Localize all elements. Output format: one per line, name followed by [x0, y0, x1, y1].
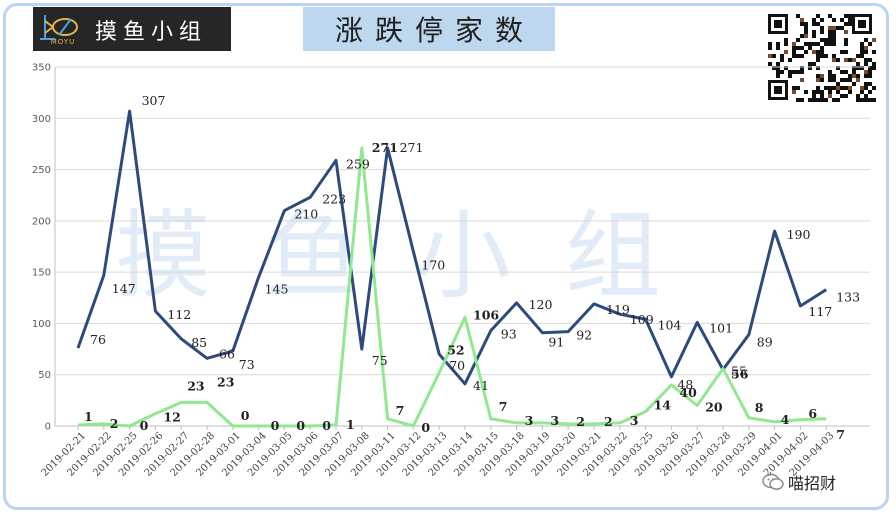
data-label: 210: [294, 207, 318, 222]
data-label: 14: [654, 398, 672, 413]
data-label: 3: [550, 413, 559, 428]
data-label: 7: [396, 403, 405, 418]
data-label: 133: [836, 290, 860, 305]
data-label: 48: [677, 377, 693, 392]
data-label: 109: [630, 312, 654, 327]
data-label: 2: [110, 416, 119, 431]
chart-title: 涨跌停家数: [334, 14, 535, 47]
data-label: 52: [447, 343, 464, 358]
data-label: 170: [421, 258, 445, 273]
y-tick-label: 150: [32, 268, 51, 279]
data-label: 0: [140, 418, 149, 433]
data-label: 223: [322, 191, 346, 206]
series-line-limit-up: [76, 109, 828, 386]
data-label: 20: [705, 399, 723, 414]
title-box: 涨跌停家数: [303, 7, 555, 51]
data-label: 112: [167, 307, 191, 322]
data-label: 271: [400, 140, 424, 155]
data-label: 120: [529, 297, 553, 312]
y-tick-label: 100: [32, 319, 51, 330]
data-label: 101: [709, 320, 733, 335]
data-label: 106: [473, 307, 499, 322]
y-tick-label: 0: [45, 422, 51, 433]
data-label: 104: [658, 317, 682, 332]
data-label: 7: [499, 399, 508, 414]
y-tick-label: 200: [32, 216, 51, 227]
data-label: 190: [787, 227, 811, 242]
data-label: 1: [346, 417, 355, 432]
data-label: 56: [731, 367, 749, 382]
data-label: 23: [187, 378, 204, 393]
logo-subtitle: MOYU: [50, 38, 76, 46]
data-label: 0: [322, 418, 331, 433]
qr-code-icon: [766, 12, 876, 104]
data-label: 2: [576, 414, 585, 429]
y-tick-label: 300: [32, 114, 51, 125]
data-label: 259: [346, 156, 370, 171]
data-label: 76: [90, 332, 106, 347]
credit: 喵招财: [762, 470, 836, 494]
data-label: 12: [163, 410, 180, 425]
data-label: 89: [757, 335, 773, 350]
data-label: 85: [191, 335, 207, 350]
data-label: 6: [808, 406, 817, 421]
data-label: 40: [679, 385, 697, 400]
data-label: 119: [606, 302, 630, 317]
y-tick-label: 350: [32, 63, 51, 74]
series-line-limit-down: [77, 146, 827, 428]
data-label: 93: [501, 327, 517, 342]
data-label: 8: [755, 400, 764, 415]
credit-text: 喵招财: [788, 474, 837, 493]
data-label: 4: [781, 412, 790, 427]
data-label: 66: [219, 346, 235, 361]
data-label: 92: [576, 328, 592, 343]
data-label: 117: [808, 304, 832, 319]
data-label: 70: [449, 358, 465, 373]
watermark: 摸鱼小组: [115, 200, 715, 312]
y-tick-label: 250: [32, 165, 51, 176]
data-label: 1: [84, 409, 93, 424]
data-label: 0: [421, 420, 430, 435]
data-label: 3: [525, 413, 534, 428]
logo: MOYU 摸鱼小组: [33, 7, 231, 51]
y-tick-label: 50: [38, 370, 51, 381]
data-label: 0: [296, 418, 305, 433]
data-label: 73: [239, 357, 255, 372]
data-label: 55: [731, 364, 747, 379]
data-label: 23: [217, 374, 234, 389]
logo-text: 摸鱼小组: [95, 20, 208, 45]
data-label: 75: [372, 353, 388, 368]
data-label: 0: [271, 418, 280, 433]
data-label: 7: [836, 427, 845, 442]
data-label: 2: [604, 414, 613, 429]
data-label: 3: [630, 413, 639, 428]
wechat-icon: [762, 473, 784, 490]
data-label: 271: [372, 140, 398, 155]
data-label: 145: [265, 281, 289, 296]
data-label: 0: [241, 408, 250, 423]
data-label: 41: [473, 378, 489, 393]
data-label: 91: [548, 335, 564, 350]
data-label: 307: [142, 93, 166, 108]
fish-logo-icon: [40, 15, 78, 40]
data-label: 147: [112, 281, 136, 296]
